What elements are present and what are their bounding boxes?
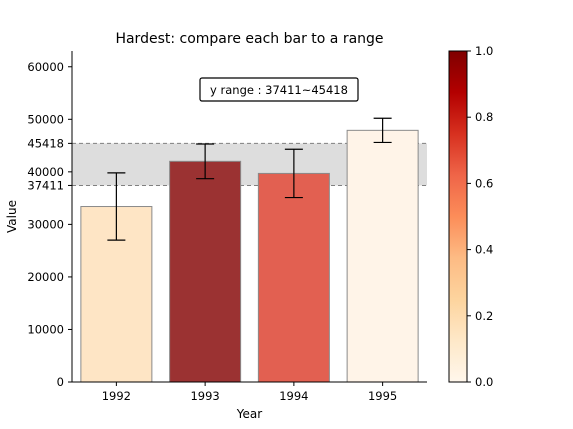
range-annotation-box bbox=[199, 77, 359, 102]
range-annotation: y range : 37411~45418 bbox=[199, 77, 359, 102]
axes: 0 10000 20000 30000 40000 50000 60000 45418 3741… bbox=[27, 51, 427, 403]
bars bbox=[80, 129, 419, 383]
x-tick-label: 1994 bbox=[279, 389, 308, 403]
colorbar-tick-label: 0.0 bbox=[475, 375, 493, 389]
error-bar-1995 bbox=[373, 117, 392, 144]
x-axis-label: Year bbox=[236, 407, 262, 421]
y-tick-label: 20000 bbox=[27, 270, 64, 284]
chart-title: Hardest: compare each bar to a range bbox=[115, 31, 383, 47]
range-annotation-text: y range : 37411~45418 bbox=[210, 83, 348, 97]
error-bar-1994 bbox=[284, 148, 303, 199]
colorbar-tick-label: 0.6 bbox=[475, 176, 493, 190]
colorbar-tick-label: 0.4 bbox=[475, 243, 493, 257]
range-high-tick-label: 45418 bbox=[27, 136, 64, 150]
colorbar-tick-label: 0.2 bbox=[475, 309, 493, 323]
bar-1993 bbox=[169, 160, 242, 383]
x-tick-label: 1992 bbox=[102, 389, 131, 403]
bar-1994 bbox=[257, 172, 330, 383]
y-tick-label: 0 bbox=[57, 375, 64, 389]
y-tick-label: 40000 bbox=[27, 165, 64, 179]
range-low-tick-label: 37411 bbox=[27, 178, 64, 192]
x-tick-label: 1995 bbox=[368, 389, 397, 403]
colorbar-tick-label: 0.8 bbox=[475, 110, 493, 124]
error-bar-1993 bbox=[196, 143, 215, 180]
error-bar-1992 bbox=[107, 172, 126, 241]
colorbar-gradient bbox=[448, 50, 468, 383]
error-bars bbox=[107, 117, 392, 241]
y-tick-label: 10000 bbox=[27, 322, 64, 336]
y-tick-label: 60000 bbox=[27, 60, 64, 74]
bar-1995 bbox=[346, 129, 419, 383]
y-tick-label: 50000 bbox=[27, 112, 64, 126]
colorbar: 0.0 0.2 0.4 0.6 0.8 1.0 bbox=[448, 44, 493, 389]
y-tick-label: 30000 bbox=[27, 217, 64, 231]
x-tick-label: 1993 bbox=[190, 389, 219, 403]
colorbar-tick-label: 1.0 bbox=[475, 44, 493, 58]
y-axis-label: Value bbox=[5, 200, 19, 233]
